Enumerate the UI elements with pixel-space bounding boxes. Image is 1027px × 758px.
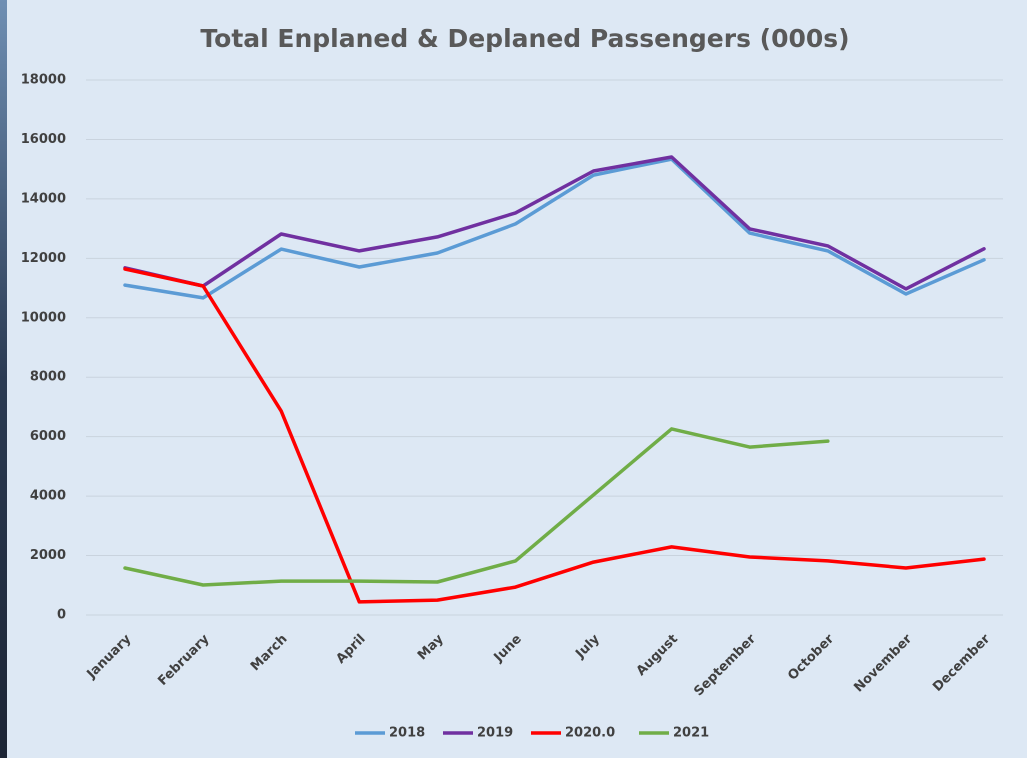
y-tick-label: 18000 bbox=[21, 73, 66, 88]
chart-title: Total Enplaned & Deplaned Passengers (00… bbox=[200, 24, 849, 53]
series-line bbox=[123, 155, 986, 291]
y-tick-label: 2000 bbox=[30, 548, 66, 563]
y-tick-label: 4000 bbox=[30, 489, 66, 504]
y-tick-label: 0 bbox=[57, 608, 66, 623]
y-tick-label: 6000 bbox=[30, 429, 66, 444]
legend-label: 2021 bbox=[673, 726, 709, 741]
legend-label: 2018 bbox=[389, 726, 425, 741]
series-line bbox=[123, 267, 986, 604]
y-tick-label: 16000 bbox=[21, 132, 66, 147]
y-tick-label: 10000 bbox=[21, 310, 66, 325]
legend-label: 2019 bbox=[477, 726, 513, 741]
series-line bbox=[123, 427, 830, 587]
y-tick-label: 14000 bbox=[21, 191, 66, 206]
y-tick-label: 12000 bbox=[21, 251, 66, 266]
legend-label: 2020.0 bbox=[565, 726, 615, 741]
series-line bbox=[123, 157, 986, 300]
y-tick-label: 8000 bbox=[30, 370, 66, 385]
window-edge bbox=[0, 0, 7, 758]
